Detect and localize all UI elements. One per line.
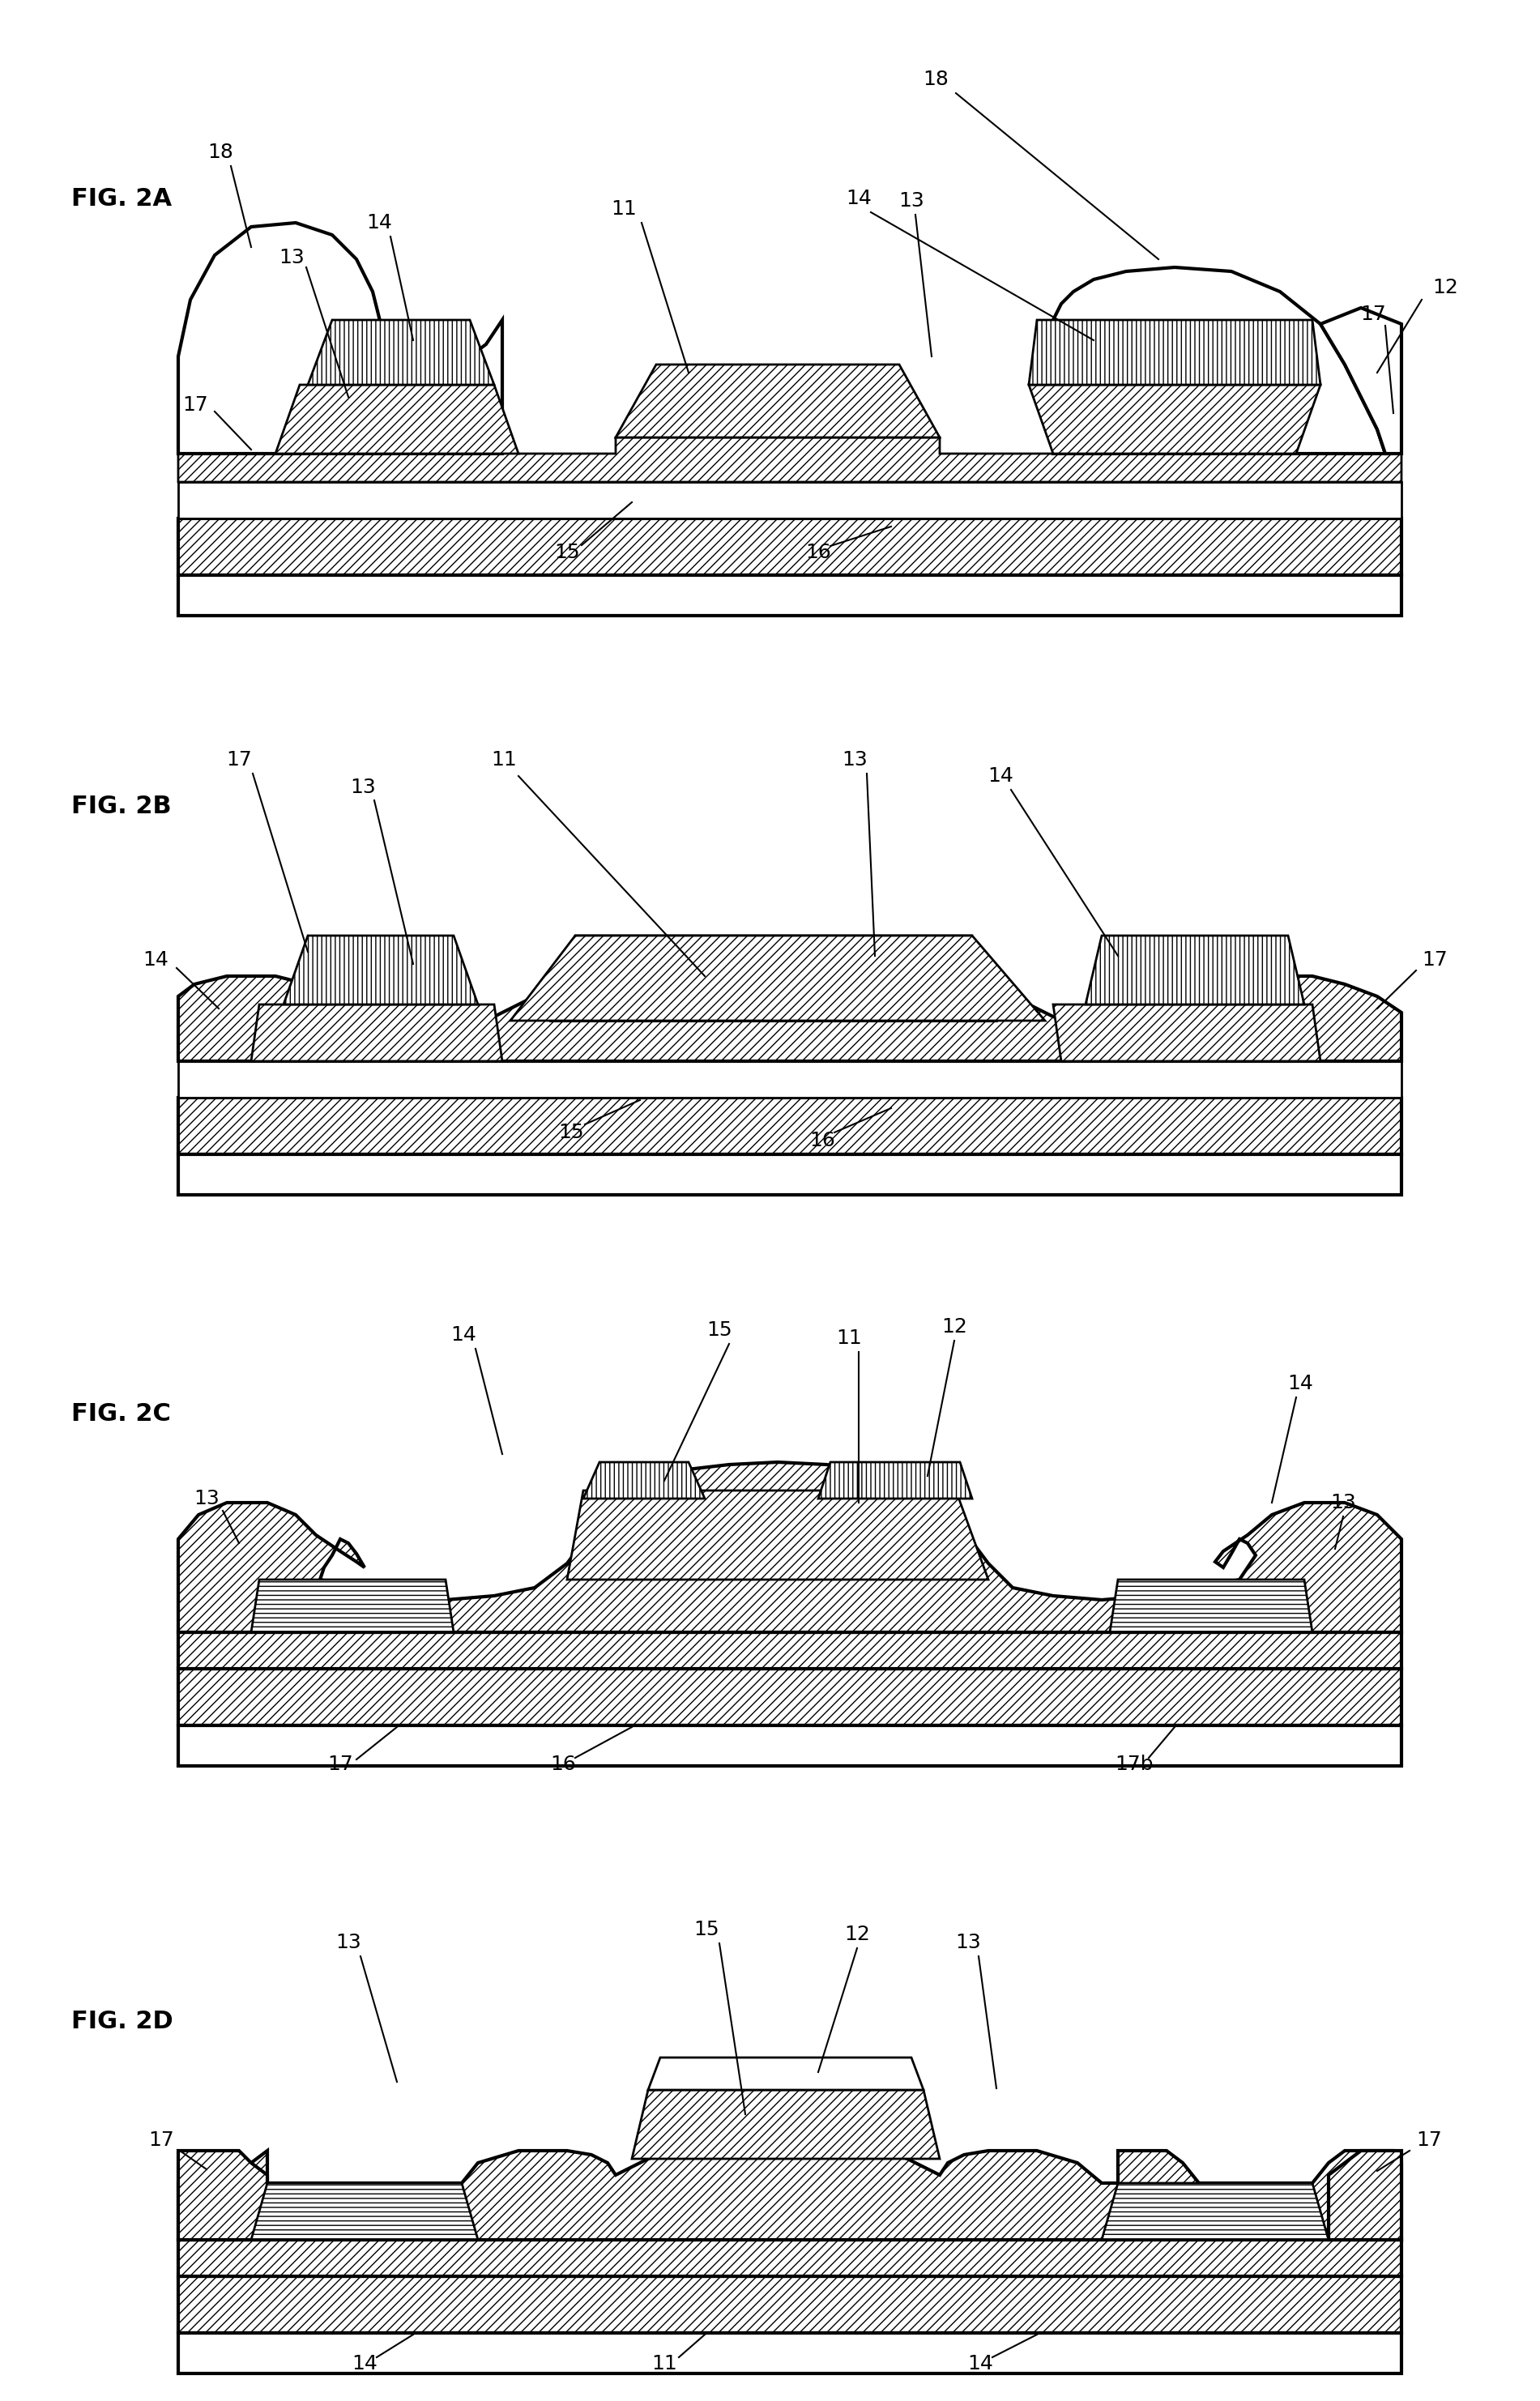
Polygon shape <box>179 1097 1401 1155</box>
Text: 15: 15 <box>693 1921 719 1940</box>
Text: 13: 13 <box>1331 1493 1357 1513</box>
Text: 17: 17 <box>328 1755 353 1774</box>
Text: FIG. 2B: FIG. 2B <box>71 795 171 819</box>
Text: 11: 11 <box>491 749 517 771</box>
Text: 12: 12 <box>844 1926 870 1945</box>
Text: 13: 13 <box>336 1933 362 1952</box>
Polygon shape <box>179 977 1401 1061</box>
Polygon shape <box>1053 1004 1320 1061</box>
Text: 12: 12 <box>941 1318 967 1337</box>
Text: 13: 13 <box>898 192 924 211</box>
Text: 13: 13 <box>279 247 305 267</box>
Polygon shape <box>179 519 1401 576</box>
Text: 12: 12 <box>1432 279 1458 298</box>
Text: 14: 14 <box>845 190 872 209</box>
Text: 11: 11 <box>611 199 636 218</box>
Polygon shape <box>179 2240 1401 2276</box>
Text: 17: 17 <box>1421 951 1448 970</box>
Polygon shape <box>584 1462 705 1498</box>
Polygon shape <box>551 936 996 1020</box>
Polygon shape <box>631 2089 939 2158</box>
Polygon shape <box>179 1155 1401 1196</box>
Polygon shape <box>179 223 502 454</box>
Text: 17: 17 <box>1417 2130 1441 2149</box>
Text: FIG. 2A: FIG. 2A <box>71 187 172 211</box>
Polygon shape <box>1053 267 1386 454</box>
Polygon shape <box>1110 1580 1312 1633</box>
Polygon shape <box>179 483 1401 519</box>
Polygon shape <box>251 1004 502 1061</box>
Text: 17b: 17b <box>1115 1755 1153 1774</box>
Text: 17: 17 <box>148 2130 174 2149</box>
Text: 15: 15 <box>559 1124 584 1143</box>
Polygon shape <box>616 365 939 437</box>
Polygon shape <box>179 413 1401 483</box>
Polygon shape <box>276 384 519 454</box>
Polygon shape <box>1320 307 1401 454</box>
Polygon shape <box>1101 2183 1329 2240</box>
Text: 14: 14 <box>451 1325 476 1345</box>
Text: 16: 16 <box>810 1131 835 1150</box>
Text: FIG. 2C: FIG. 2C <box>71 1402 171 1426</box>
Text: 14: 14 <box>351 2353 377 2375</box>
Text: 16: 16 <box>805 543 832 562</box>
Text: 15: 15 <box>707 1321 732 1340</box>
Polygon shape <box>179 2334 1401 2375</box>
Polygon shape <box>179 2132 1401 2240</box>
Text: 18: 18 <box>922 70 949 89</box>
Text: 13: 13 <box>350 778 376 797</box>
Polygon shape <box>510 936 1046 1020</box>
Text: 14: 14 <box>367 214 393 233</box>
Text: 15: 15 <box>554 543 581 562</box>
Polygon shape <box>179 1633 1401 1669</box>
Polygon shape <box>283 936 477 1004</box>
Text: FIG. 2D: FIG. 2D <box>71 2010 172 2034</box>
Polygon shape <box>179 576 1401 615</box>
Text: 13: 13 <box>842 749 867 771</box>
Text: 17: 17 <box>182 396 208 415</box>
Text: 16: 16 <box>550 1755 576 1774</box>
Polygon shape <box>1086 936 1304 1004</box>
Text: 14: 14 <box>1287 1373 1314 1393</box>
Polygon shape <box>179 1726 1401 1765</box>
Text: 18: 18 <box>208 142 233 161</box>
Polygon shape <box>1329 2151 1401 2240</box>
Polygon shape <box>179 1669 1401 1726</box>
Polygon shape <box>251 2183 477 2240</box>
Text: 17: 17 <box>1360 305 1386 324</box>
Polygon shape <box>1029 319 1320 384</box>
Polygon shape <box>1029 384 1320 454</box>
Text: 13: 13 <box>955 1933 981 1952</box>
Polygon shape <box>179 2151 268 2240</box>
Polygon shape <box>179 1462 1401 1633</box>
Polygon shape <box>567 1491 989 1580</box>
Polygon shape <box>179 1061 1401 1097</box>
Polygon shape <box>179 2276 1401 2334</box>
Text: 11: 11 <box>836 1328 862 1347</box>
Polygon shape <box>818 1462 972 1498</box>
Polygon shape <box>648 2058 924 2089</box>
Text: 14: 14 <box>967 2353 993 2375</box>
Text: 11: 11 <box>651 2353 678 2375</box>
Polygon shape <box>251 1580 454 1633</box>
Text: 14: 14 <box>987 766 1013 785</box>
Text: 17: 17 <box>226 749 253 771</box>
Text: 13: 13 <box>194 1489 219 1508</box>
Polygon shape <box>308 319 494 384</box>
Text: 14: 14 <box>143 951 168 970</box>
